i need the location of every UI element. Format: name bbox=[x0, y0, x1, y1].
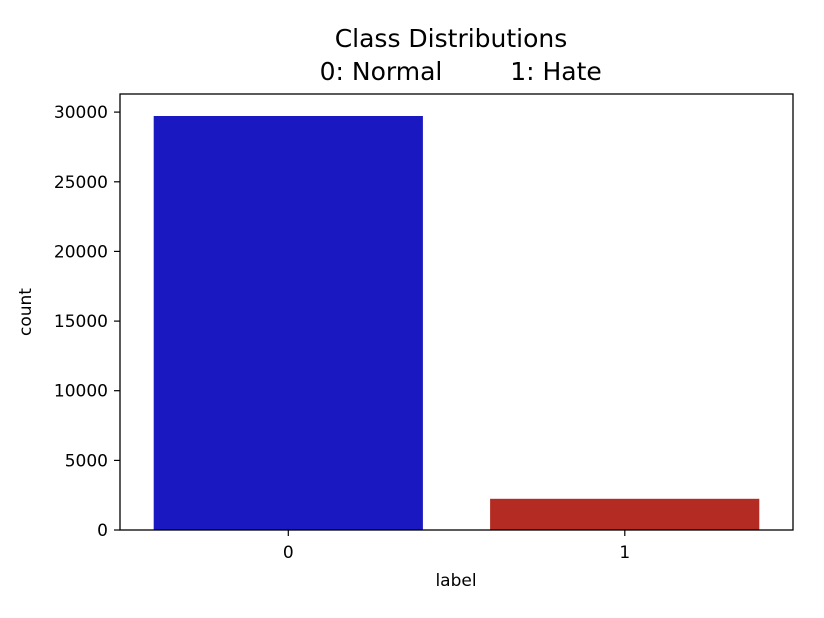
y-tick-label-30000: 30000 bbox=[54, 103, 108, 123]
y-axis-label: count bbox=[16, 288, 36, 336]
chart-subtitle-hate: 1: Hate bbox=[510, 57, 602, 86]
x-tick-label-1: 1 bbox=[619, 543, 630, 563]
y-tick-label-25000: 25000 bbox=[54, 173, 108, 193]
bar-0 bbox=[153, 116, 423, 530]
y-tick-label-0: 0 bbox=[97, 521, 108, 541]
x-tick-label-0: 0 bbox=[283, 543, 294, 563]
bars-layer bbox=[153, 116, 760, 530]
bar-1 bbox=[490, 498, 760, 530]
chart-title: Class Distributions bbox=[335, 24, 568, 53]
y-tick-label-15000: 15000 bbox=[54, 312, 108, 332]
y-tick-label-20000: 20000 bbox=[54, 242, 108, 262]
y-tick-label-5000: 5000 bbox=[65, 451, 108, 471]
chart-subtitle-normal: 0: Normal bbox=[320, 57, 443, 86]
y-tick-label-10000: 10000 bbox=[54, 382, 108, 402]
y-axis-ticks: 0 5000 10000 15000 20000 25000 30000 bbox=[54, 103, 120, 541]
plot-frame bbox=[119, 93, 794, 531]
x-axis-label: label bbox=[435, 571, 476, 591]
